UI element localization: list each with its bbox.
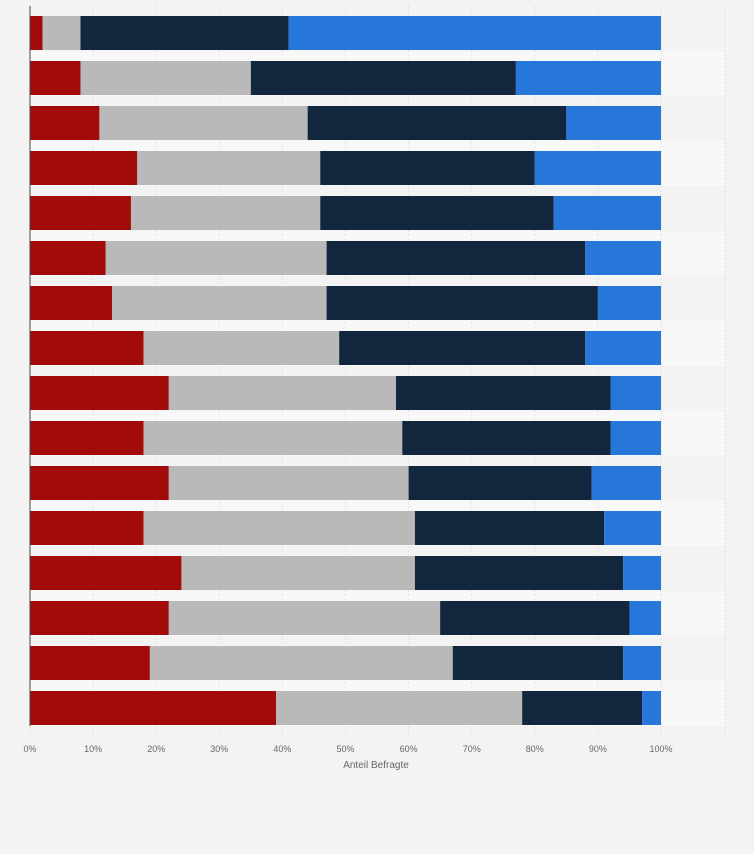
- bar-segment[interactable]: [112, 286, 327, 320]
- bar-segment[interactable]: [30, 421, 144, 455]
- bar-segment[interactable]: [623, 646, 661, 680]
- bar-segment[interactable]: [522, 691, 643, 725]
- x-tick-label: 100%: [649, 744, 672, 754]
- bar-segment[interactable]: [42, 16, 81, 50]
- bar-segment[interactable]: [414, 556, 624, 590]
- bar-segment[interactable]: [168, 601, 441, 635]
- bar-segment[interactable]: [320, 196, 554, 230]
- bar-segment[interactable]: [553, 196, 661, 230]
- bar-segment[interactable]: [414, 511, 605, 545]
- bar-segment[interactable]: [80, 16, 289, 50]
- bar-segment[interactable]: [30, 61, 81, 95]
- bar-segment[interactable]: [30, 286, 113, 320]
- bar-segment[interactable]: [30, 151, 138, 185]
- bar-segment[interactable]: [597, 286, 661, 320]
- x-tick-label: 50%: [336, 744, 354, 754]
- bar-segment[interactable]: [604, 511, 661, 545]
- bar-segment[interactable]: [30, 376, 169, 410]
- bar-segment[interactable]: [30, 646, 150, 680]
- bar-segment[interactable]: [534, 151, 661, 185]
- bar-segment[interactable]: [288, 16, 661, 50]
- bar-segment[interactable]: [452, 646, 624, 680]
- bar-segment[interactable]: [307, 106, 567, 140]
- bar-segment[interactable]: [326, 241, 586, 275]
- x-tick-label: 0%: [23, 744, 36, 754]
- x-tick-label: 40%: [273, 744, 291, 754]
- bar-segment[interactable]: [30, 241, 106, 275]
- x-tick-label: 80%: [526, 744, 544, 754]
- bar-segment[interactable]: [30, 106, 100, 140]
- bar-segment[interactable]: [320, 151, 535, 185]
- x-tick-label: 10%: [84, 744, 102, 754]
- bar-segment[interactable]: [143, 421, 403, 455]
- bar-segment[interactable]: [30, 196, 131, 230]
- x-axis: 0% 10% 20% 30% 40% 50% 60% 70% 80% 90% 100%: [23, 6, 673, 754]
- bar-segment[interactable]: [642, 691, 661, 725]
- x-tick-label: 90%: [589, 744, 607, 754]
- bar-segment[interactable]: [326, 286, 598, 320]
- bar-segment[interactable]: [168, 466, 409, 500]
- x-axis-label: Anteil Befragte: [343, 760, 409, 771]
- bar-segment[interactable]: [105, 241, 327, 275]
- bar-segment[interactable]: [339, 331, 586, 365]
- bar-segment[interactable]: [80, 61, 251, 95]
- x-tick-label: 60%: [400, 744, 418, 754]
- bar-segment[interactable]: [250, 61, 516, 95]
- bar-segment[interactable]: [30, 556, 182, 590]
- bar-segment[interactable]: [610, 421, 661, 455]
- bar-segment[interactable]: [623, 556, 661, 590]
- bar-segment[interactable]: [30, 691, 277, 725]
- bar-segment[interactable]: [143, 511, 415, 545]
- bar-segment[interactable]: [30, 16, 43, 50]
- x-tick-label: 30%: [210, 744, 228, 754]
- bar-segment[interactable]: [30, 601, 169, 635]
- bar-segment[interactable]: [30, 511, 144, 545]
- bar-segment[interactable]: [99, 106, 308, 140]
- x-tick-label: 70%: [463, 744, 481, 754]
- bar-segment[interactable]: [30, 466, 169, 500]
- bar-segment[interactable]: [591, 466, 661, 500]
- bar-segment[interactable]: [137, 151, 321, 185]
- bar-segment[interactable]: [149, 646, 453, 680]
- bar-segment[interactable]: [168, 376, 396, 410]
- bar-segment[interactable]: [130, 196, 321, 230]
- bar-segment[interactable]: [408, 466, 592, 500]
- bar-segment[interactable]: [585, 331, 661, 365]
- bar-segment[interactable]: [30, 331, 144, 365]
- bar-segment[interactable]: [181, 556, 415, 590]
- bar-segment[interactable]: [402, 421, 611, 455]
- bar-segment[interactable]: [440, 601, 630, 635]
- bar-segment[interactable]: [515, 61, 661, 95]
- bar-segment[interactable]: [143, 331, 340, 365]
- bar-segment[interactable]: [629, 601, 661, 635]
- bar-segment[interactable]: [276, 691, 523, 725]
- bar-segment[interactable]: [395, 376, 611, 410]
- bar-segment[interactable]: [610, 376, 661, 410]
- bar-segment[interactable]: [585, 241, 661, 275]
- x-tick-label: 20%: [147, 744, 165, 754]
- bar-segment[interactable]: [566, 106, 661, 140]
- bars: [30, 16, 661, 725]
